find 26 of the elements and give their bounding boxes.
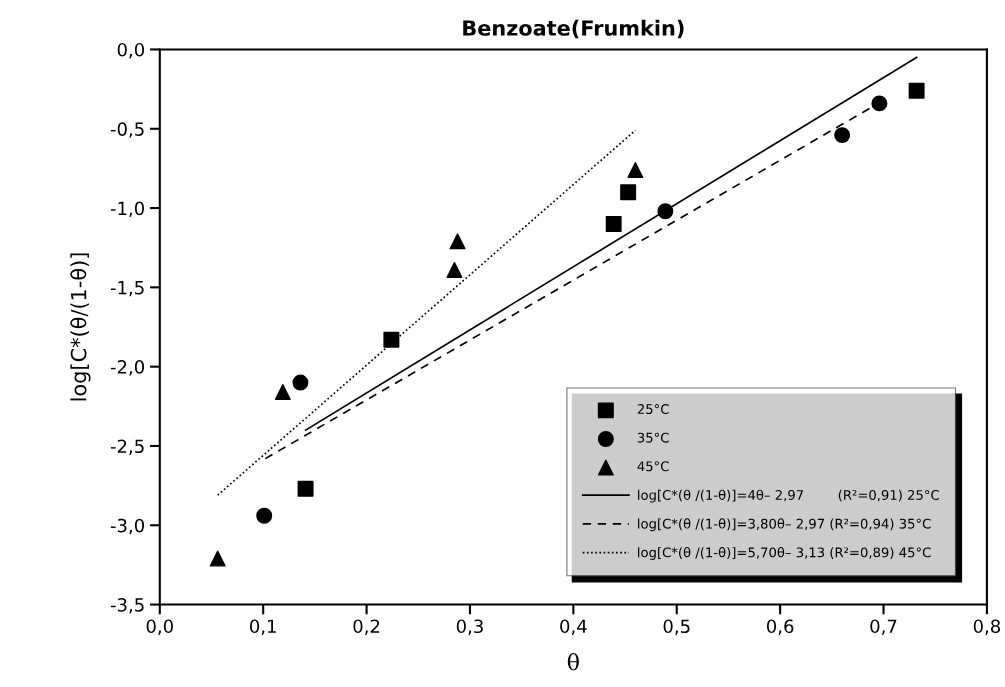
legend-label: log[C*(θ /(1-θ)]=3,80θ– 2,97 (R²=0,94) 35°C	[638, 518, 931, 532]
legend-label: 45°C	[637, 461, 669, 472]
x-tick-label: 0,4	[560, 619, 587, 635]
legend-label: 35°C	[637, 432, 669, 443]
x-tick-label: 0,6	[766, 619, 794, 635]
legend-label: log[C*(θ /(1-θ)]=4θ– 2,97 (R²=0,91) 25°C	[638, 489, 939, 503]
y-tick-label: -3,5	[110, 598, 144, 614]
y-tick-label: -3,0	[110, 518, 145, 535]
y-tick-label: 0,0	[117, 42, 145, 59]
x-tick-label: 0,3	[456, 619, 483, 635]
legend-label: 25°C	[637, 404, 669, 415]
x-tick-label: 0,5	[663, 619, 690, 635]
x-tick-label: 0,7	[870, 619, 897, 635]
chart-title: Benzoate(Frumkin)	[463, 19, 684, 39]
y-tick-label: -1,0	[110, 201, 145, 218]
x-tick-label: 0,8	[973, 619, 1001, 635]
legend-label: log[C*(θ /(1-θ)]=5,70θ– 3,13 (R²=0,89) 45°C	[638, 547, 931, 560]
y-tick-label: -2,0	[110, 360, 145, 376]
x-axis-title: θ	[567, 653, 579, 671]
y-tick-label: -2,5	[110, 439, 144, 455]
x-tick-label: 0,0	[146, 619, 173, 635]
y-axis-title: log[C*(θ/(1-θ)]	[70, 253, 91, 401]
y-tick-label: -0,5	[110, 122, 144, 138]
y-tick-label: -1,5	[110, 281, 144, 297]
x-tick-label: 0,2	[353, 619, 380, 635]
x-tick-label: 0,1	[250, 619, 276, 635]
